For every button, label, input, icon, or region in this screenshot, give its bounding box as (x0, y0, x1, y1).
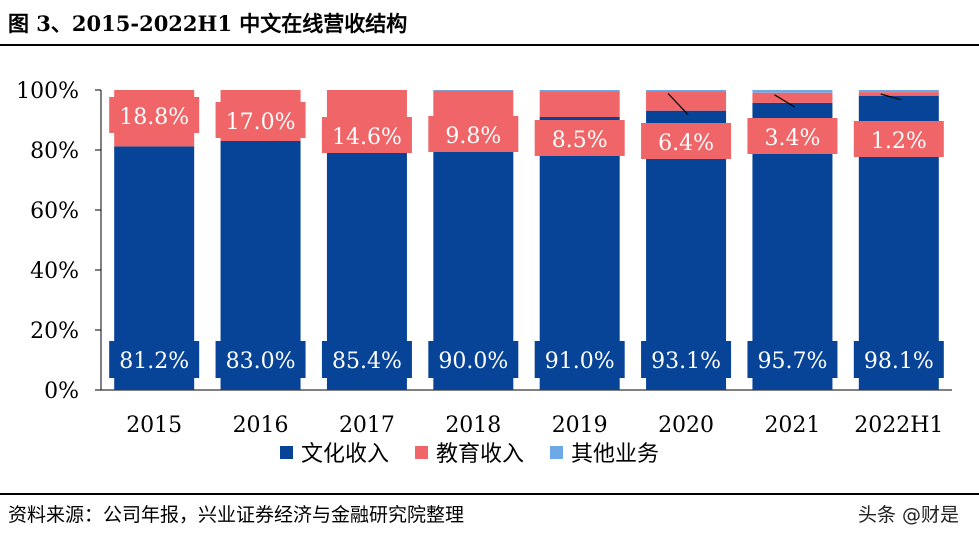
legend-swatch-education (415, 445, 429, 459)
leader-line (880, 93, 901, 101)
culture-label-box (428, 341, 519, 378)
education-data-label: 14.6% (332, 125, 402, 150)
x-tick-label: 2017 (339, 413, 395, 436)
stacked-bar-chart: 0% 20% 40% 60% 80% 100% 2015 81.2% 18.8% 2016 83.0… (16, 79, 952, 436)
legend-swatch-other (550, 445, 564, 459)
bar-segment-other (539, 90, 620, 92)
culture-label-box (747, 341, 838, 378)
legend-item-other: 其他业务 (550, 436, 659, 468)
culture-label-box (534, 341, 625, 378)
x-tick-label: 2015 (126, 413, 182, 436)
x-tick-label: 2020 (658, 413, 714, 436)
education-label-box (215, 102, 306, 138)
y-tick-label: 100% (16, 79, 79, 104)
leader-line (774, 94, 795, 108)
legend-label-culture: 文化收入 (301, 442, 390, 467)
legend-item-education: 教育收入 (415, 436, 524, 468)
education-label-box (428, 116, 519, 152)
bar-segment-other (752, 90, 833, 93)
bar-segment-other (646, 90, 727, 92)
culture-label-box (853, 341, 944, 378)
source-note: 资料来源：公司年报，兴业证券经济与金融研究院整理 (8, 504, 465, 526)
footer-rule (0, 493, 979, 495)
bar-segment-education (433, 90, 514, 120)
education-label-box (747, 118, 838, 154)
y-tick-label: 0% (44, 379, 79, 404)
culture-data-label: 98.1% (864, 349, 934, 374)
legend: 文化收入 教育收入 其他业务 (280, 436, 685, 468)
culture-data-label: 81.2% (119, 349, 189, 374)
education-data-label: 6.4% (658, 131, 714, 156)
education-label-box (534, 120, 625, 156)
culture-label-box (109, 341, 200, 378)
culture-data-label: 90.0% (438, 349, 508, 374)
x-tick-label: 2018 (445, 413, 501, 436)
y-tick-label: 20% (30, 319, 79, 344)
legend-swatch-culture (280, 445, 293, 459)
bar-segment-education (646, 91, 727, 111)
x-tick-label: 2016 (233, 413, 289, 436)
education-data-label: 3.4% (764, 126, 820, 151)
x-tick-label: 2022H1 (854, 413, 943, 436)
culture-data-label: 91.0% (545, 349, 615, 374)
culture-label-box (321, 341, 412, 378)
education-data-label: 9.8% (445, 124, 501, 149)
y-tick-label: 60% (30, 199, 79, 224)
education-data-label: 1.2% (871, 129, 927, 154)
legend-item-culture: 文化收入 (280, 436, 389, 468)
culture-data-label: 83.0% (226, 349, 296, 374)
bar-segment-education (858, 92, 939, 96)
education-label-box (109, 97, 200, 133)
legend-label-education: 教育收入 (436, 442, 525, 467)
watermark: 头条 @财是 (857, 504, 959, 526)
x-tick-label: 2021 (764, 413, 820, 436)
bar-segment-education (752, 92, 833, 103)
education-label-box (853, 121, 944, 157)
education-data-label: 17.0% (226, 110, 296, 135)
y-tick-label: 80% (30, 139, 79, 164)
culture-data-label: 85.4% (332, 349, 402, 374)
bar-segment-other (858, 90, 939, 93)
legend-label-other: 其他业务 (571, 442, 660, 467)
y-tick-label: 40% (30, 259, 79, 284)
leader-line (667, 93, 689, 116)
culture-label-box (215, 341, 306, 378)
culture-data-label: 95.7% (757, 349, 827, 374)
bar-segment-education (539, 91, 620, 117)
education-label-box (321, 117, 412, 153)
education-data-label: 8.5% (552, 128, 608, 153)
culture-label-box (641, 341, 732, 378)
bar-segment-other (433, 90, 514, 91)
culture-data-label: 93.1% (651, 349, 721, 374)
education-label-box (641, 123, 732, 159)
chart-title: 图 3、2015-2022H1 中文在线营收结构 (8, 11, 408, 36)
title-rule (0, 44, 979, 46)
x-tick-label: 2019 (552, 413, 608, 436)
education-data-label: 18.8% (119, 105, 189, 130)
